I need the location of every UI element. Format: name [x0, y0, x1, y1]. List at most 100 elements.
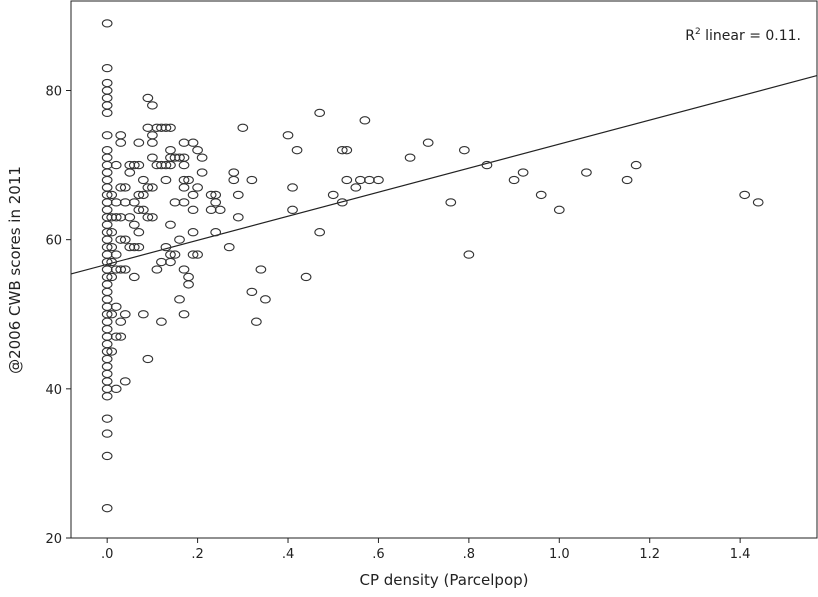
data-point	[246, 175, 258, 185]
data-point	[165, 220, 176, 229]
data-point	[205, 190, 217, 200]
data-point	[115, 213, 127, 222]
data-point	[101, 414, 113, 423]
x-tick-label: .2	[191, 547, 203, 562]
data-point	[341, 175, 353, 185]
data-point	[128, 242, 140, 252]
data-point	[147, 183, 158, 192]
data-point	[192, 146, 203, 155]
data-point	[128, 198, 140, 207]
data-point	[165, 123, 176, 132]
data-point	[115, 317, 127, 326]
data-point	[178, 310, 190, 319]
data-point	[187, 205, 199, 214]
data-point	[210, 228, 222, 237]
data-point	[422, 138, 434, 147]
data-point	[481, 160, 493, 170]
data-point	[169, 250, 181, 259]
data-point	[106, 347, 118, 356]
data-point	[228, 175, 240, 185]
data-point	[101, 19, 113, 28]
y-tick-label: 40	[45, 383, 62, 398]
data-point	[110, 198, 122, 207]
data-point	[160, 175, 172, 185]
y-tick-label: 60	[45, 234, 62, 249]
data-point	[463, 250, 475, 259]
regression-line	[70, 75, 818, 275]
data-point	[517, 168, 529, 177]
data-point	[178, 198, 190, 207]
data-point	[101, 429, 113, 438]
data-point	[124, 213, 136, 222]
data-point	[196, 153, 208, 162]
data-point	[101, 131, 113, 140]
data-point	[128, 272, 140, 282]
data-point	[232, 190, 244, 200]
data-point	[192, 183, 203, 192]
data-point	[300, 272, 312, 282]
data-point	[110, 213, 122, 222]
data-point	[119, 235, 131, 244]
data-point	[160, 242, 172, 252]
data-point	[232, 213, 244, 222]
data-point	[630, 160, 642, 170]
data-point	[739, 190, 751, 200]
annotation-r2: R2 linear = 0.11.	[685, 27, 801, 44]
data-point	[535, 190, 547, 200]
data-point	[314, 228, 326, 237]
data-point	[187, 190, 199, 200]
data-point	[445, 198, 457, 207]
data-point	[581, 168, 592, 177]
data-point	[169, 153, 181, 162]
data-point	[165, 160, 176, 170]
data-point	[115, 265, 127, 274]
data-point	[133, 242, 145, 252]
y-tick-label: 20	[45, 532, 62, 547]
data-point	[106, 228, 118, 237]
data-point	[174, 235, 185, 244]
data-point	[508, 175, 520, 185]
data-point	[142, 93, 154, 103]
data-point	[187, 250, 199, 259]
data-point	[115, 235, 127, 244]
data-point	[147, 213, 158, 222]
data-point	[106, 257, 118, 267]
data-point	[174, 295, 185, 304]
data-point	[341, 146, 353, 155]
data-point	[260, 295, 271, 304]
data-point	[205, 205, 217, 214]
data-point	[458, 146, 470, 155]
data-point	[156, 160, 167, 170]
data-point	[178, 265, 190, 274]
data-point	[133, 160, 145, 170]
y-axis-title: @2006 CWB scores in 2011	[6, 166, 24, 374]
data-point	[137, 205, 149, 214]
data-point	[160, 160, 172, 170]
data-point	[106, 213, 118, 222]
data-point	[119, 377, 131, 386]
data-point	[110, 302, 122, 311]
data-point	[101, 504, 113, 513]
data-point	[282, 131, 294, 140]
x-tick-label: .0	[101, 547, 113, 562]
plot-area	[70, 0, 818, 539]
data-point	[147, 101, 158, 110]
data-point	[621, 175, 633, 185]
data-point	[196, 168, 208, 177]
data-point	[101, 108, 113, 118]
data-point	[106, 310, 118, 319]
data-point	[151, 123, 163, 132]
data-point	[133, 228, 145, 237]
data-point	[137, 175, 149, 185]
data-point	[246, 287, 258, 297]
y-tick-label: 80	[45, 85, 62, 100]
data-point	[101, 392, 113, 401]
data-point	[106, 242, 118, 252]
data-point	[156, 257, 167, 267]
data-point	[106, 272, 118, 282]
data-point	[142, 183, 154, 192]
data-point	[178, 138, 190, 147]
data-point	[291, 146, 303, 155]
data-point	[128, 160, 140, 170]
